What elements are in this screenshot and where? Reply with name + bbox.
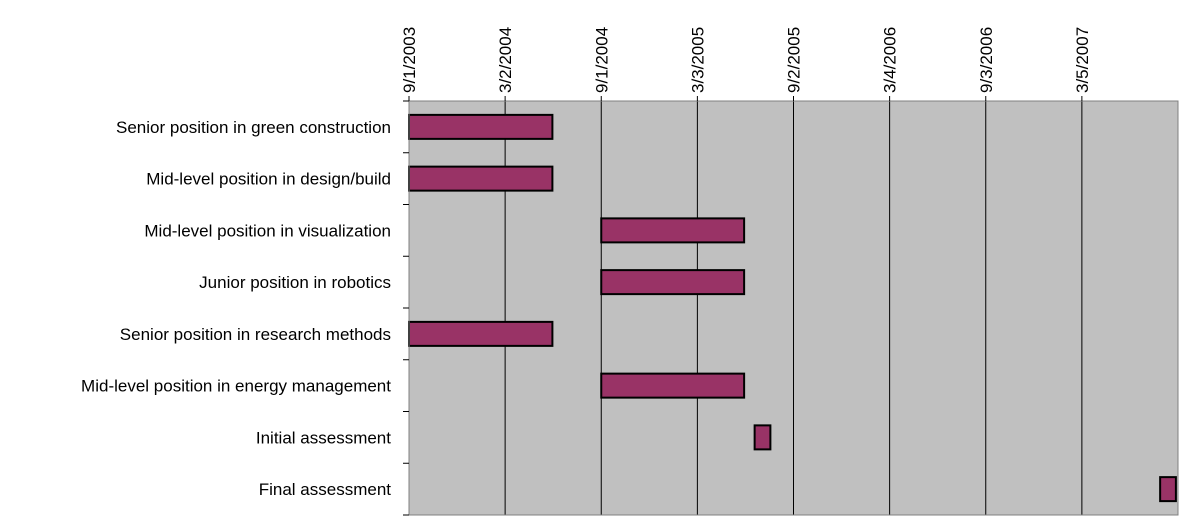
x-tick-label: 3/2/2004 bbox=[496, 27, 515, 93]
x-tick-label: 9/1/2003 bbox=[400, 27, 419, 93]
task-bar bbox=[600, 269, 746, 296]
task-bar bbox=[408, 320, 554, 347]
task-bar bbox=[1159, 476, 1177, 503]
x-tick-label: 3/3/2005 bbox=[688, 27, 707, 93]
category-label: Mid-level position in energy management bbox=[81, 377, 391, 396]
category-label: Mid-level position in visualization bbox=[144, 221, 391, 240]
x-tick-label: 9/2/2005 bbox=[785, 27, 804, 93]
task-bar bbox=[600, 372, 746, 399]
category-label: Senior position in research methods bbox=[120, 325, 391, 344]
category-label: Initial assessment bbox=[256, 428, 391, 447]
x-tick-label: 3/4/2006 bbox=[881, 27, 900, 93]
x-tick-label: 9/1/2004 bbox=[592, 27, 611, 93]
category-label: Mid-level position in design/build bbox=[146, 170, 391, 189]
x-tick-label: 3/5/2007 bbox=[1073, 27, 1092, 93]
x-axis-tick-labels: 9/1/2003 3/2/2004 9/1/2004 3/3/2005 9/2/2005… bbox=[400, 27, 1092, 101]
task-bar bbox=[408, 113, 554, 140]
task-bar bbox=[600, 217, 746, 244]
category-label: Junior position in robotics bbox=[199, 273, 391, 292]
y-axis-ticks bbox=[403, 100, 409, 516]
x-tick-label: 9/3/2006 bbox=[977, 27, 996, 93]
category-label: Senior position in green construction bbox=[116, 118, 391, 137]
task-bar bbox=[408, 165, 554, 192]
category-label: Final assessment bbox=[259, 480, 392, 499]
task-bar bbox=[753, 424, 772, 451]
y-axis-category-labels: Senior position in green construction Mid… bbox=[81, 118, 391, 499]
task-bars bbox=[408, 113, 1177, 503]
